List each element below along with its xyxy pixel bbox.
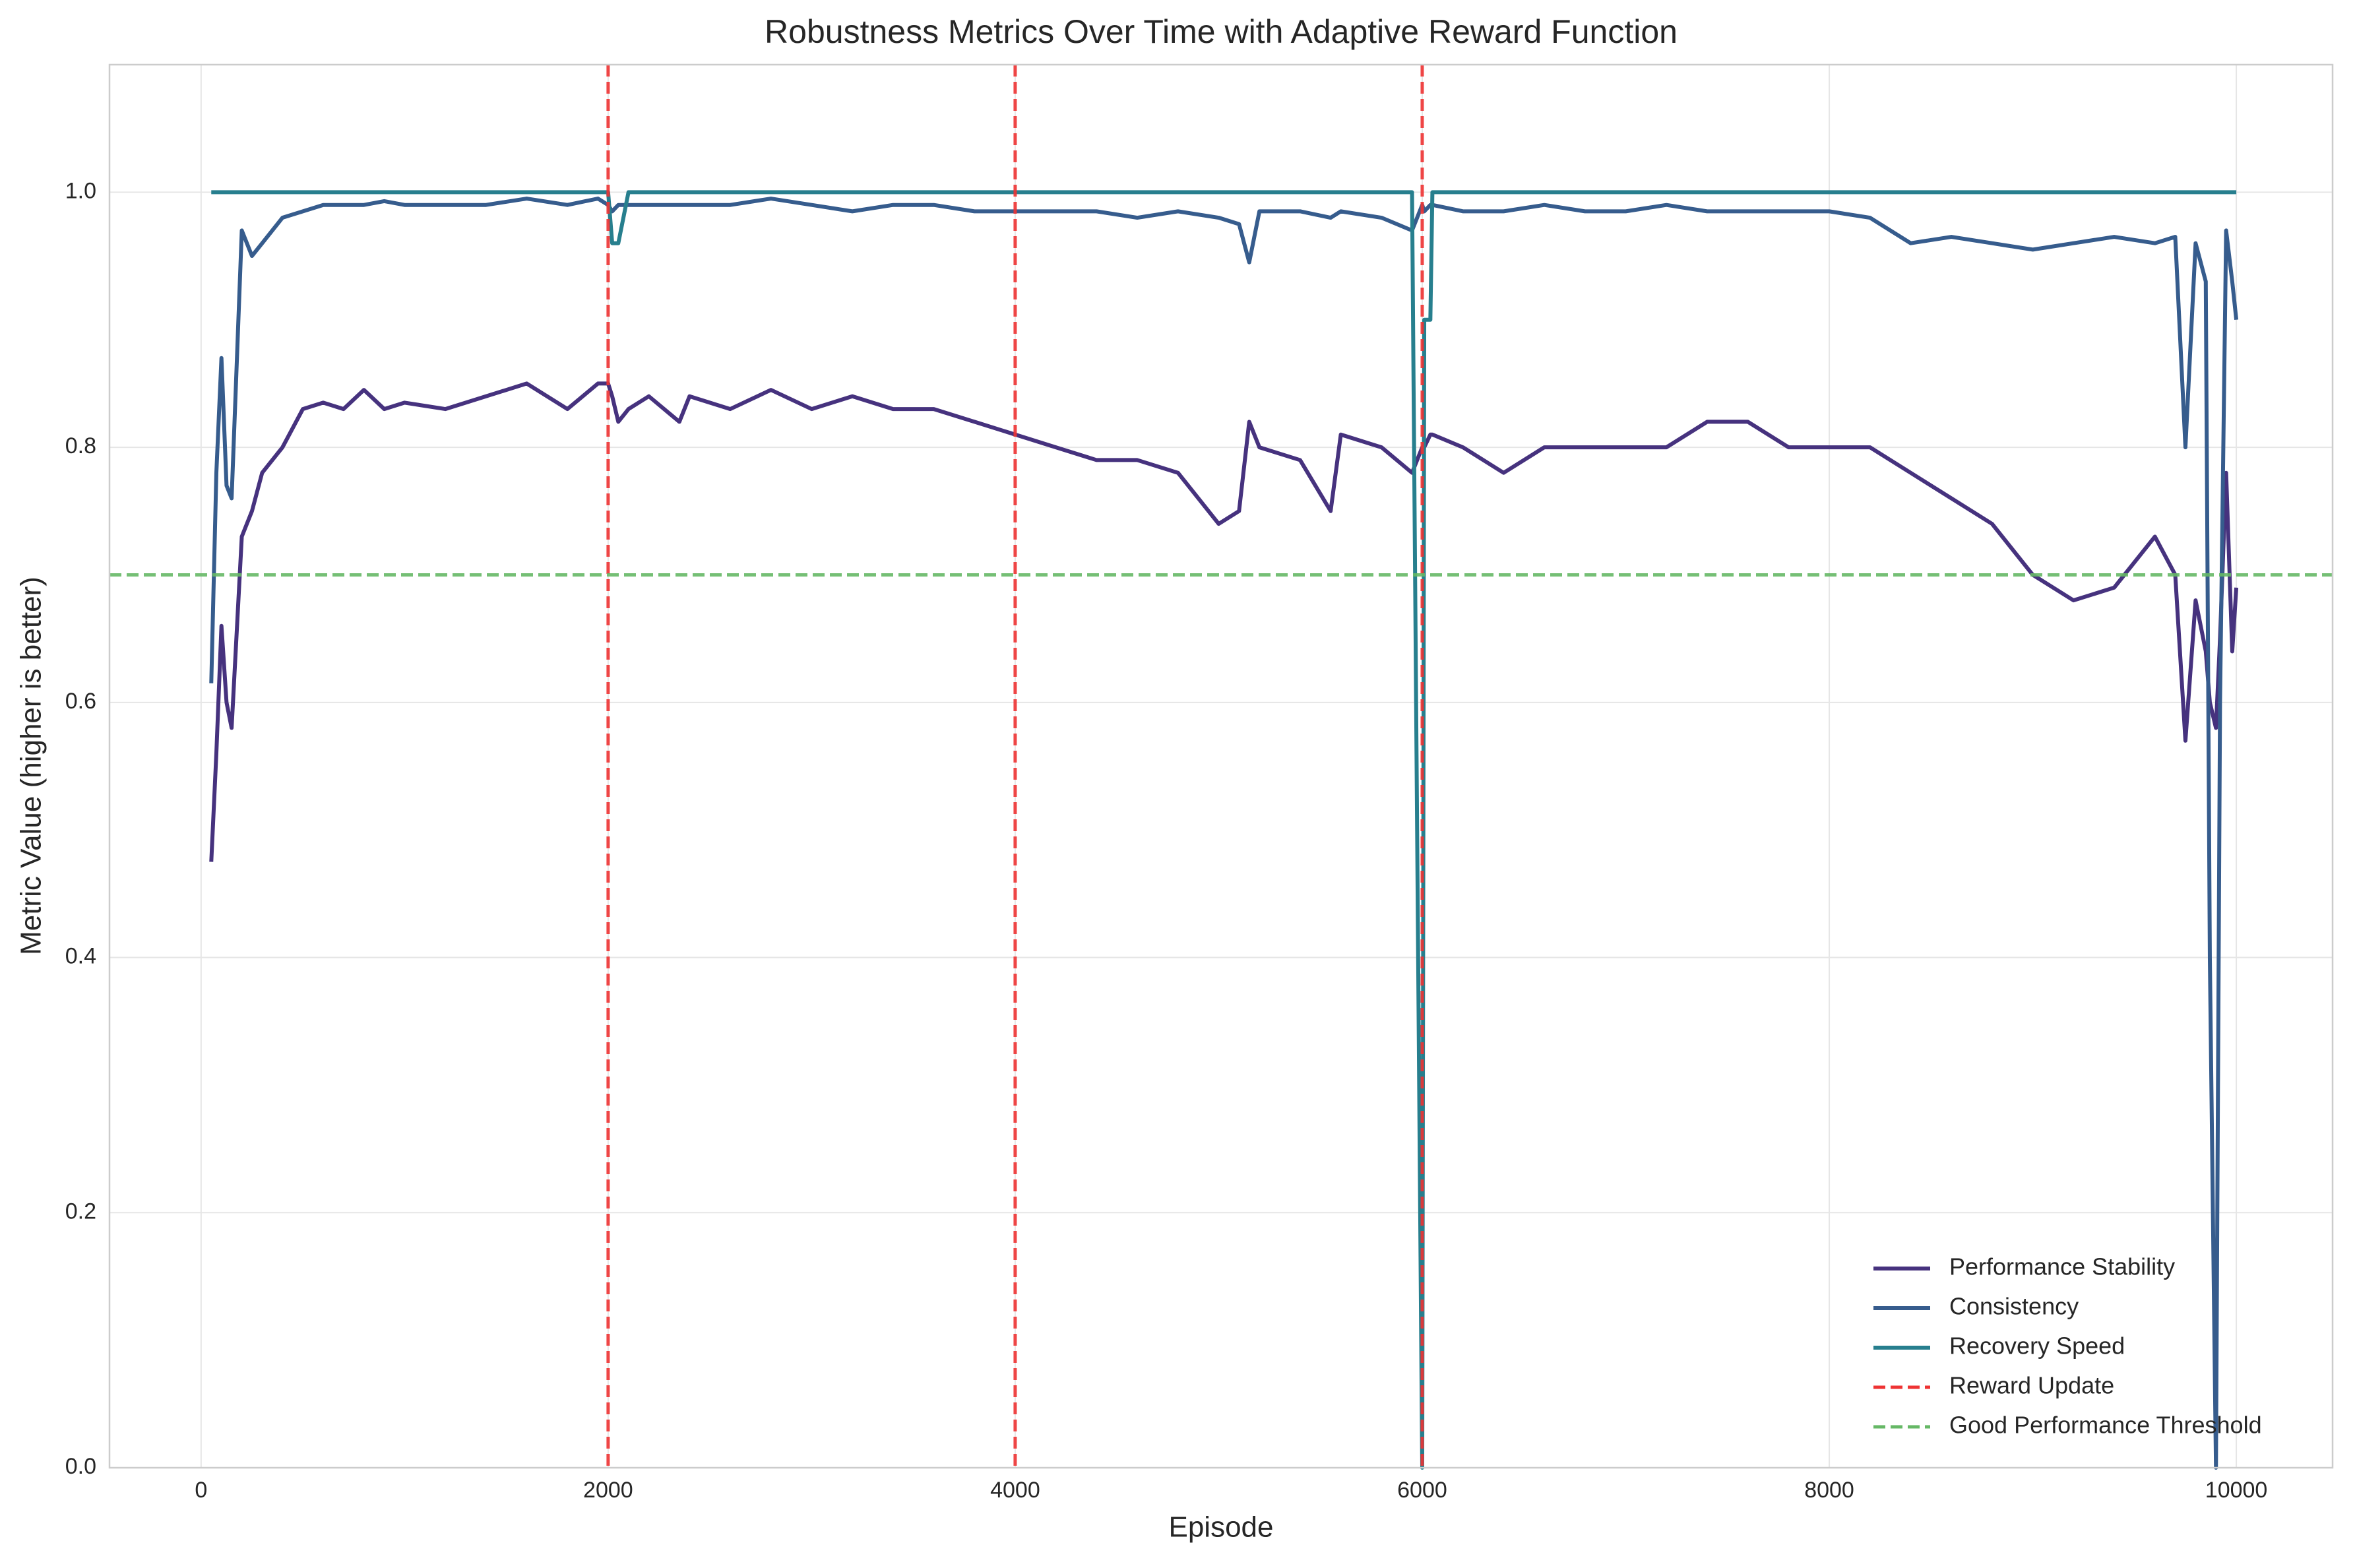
y-tick-label: 1.0 xyxy=(65,178,96,203)
data-line xyxy=(209,197,2239,1470)
y-tick-label: 0.4 xyxy=(65,944,96,969)
y-axis-label: Metric Value (higher is better) xyxy=(15,577,47,955)
legend-label: Recovery Speed xyxy=(1949,1333,2125,1360)
legend-label: Good Performance Threshold xyxy=(1949,1412,2262,1439)
legend: Performance Stability Consistency Recovery… xyxy=(1873,1253,2262,1439)
x-tick-label: 4000 xyxy=(990,1478,1040,1503)
y-tick-label: 0.0 xyxy=(65,1454,96,1479)
chart-title: Robustness Metrics Over Time with Adapti… xyxy=(765,13,1678,50)
plot-area xyxy=(110,65,2333,1470)
x-tick-label: 2000 xyxy=(583,1478,633,1503)
y-tick-label: 0.8 xyxy=(65,433,96,458)
plot-frame xyxy=(108,63,2334,1469)
x-tick-label: 10000 xyxy=(2205,1478,2268,1503)
y-tick-label: 0.2 xyxy=(65,1199,96,1224)
x-tick-label: 0 xyxy=(195,1478,207,1503)
legend-label: Performance Stability xyxy=(1949,1253,2175,1280)
data-line xyxy=(209,381,2239,862)
legend-label: Consistency xyxy=(1949,1293,2079,1320)
data-line xyxy=(211,190,2237,1470)
legend-label: Reward Update xyxy=(1949,1372,2114,1399)
x-tick-label: 6000 xyxy=(1397,1478,1447,1503)
x-axis-label: Episode xyxy=(1168,1511,1273,1544)
y-tick-label: 0.6 xyxy=(65,689,96,714)
x-tick-label: 8000 xyxy=(1804,1478,1854,1503)
